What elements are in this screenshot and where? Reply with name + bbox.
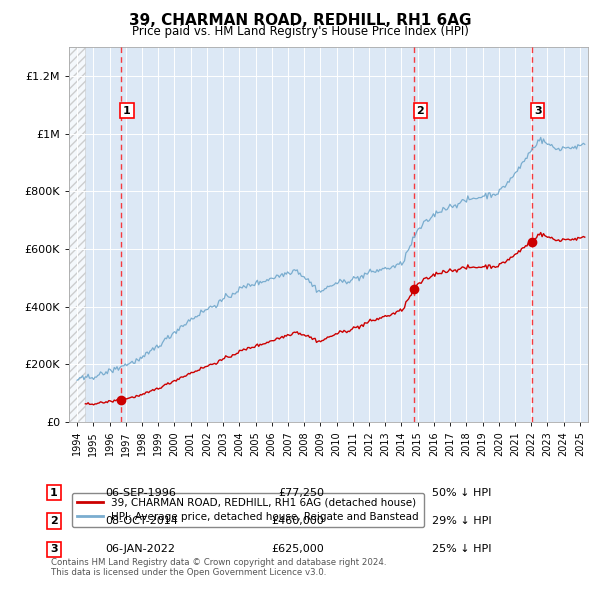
Text: 3: 3 xyxy=(50,545,58,554)
Text: Price paid vs. HM Land Registry's House Price Index (HPI): Price paid vs. HM Land Registry's House … xyxy=(131,25,469,38)
Text: £625,000: £625,000 xyxy=(271,545,324,554)
Text: £460,000: £460,000 xyxy=(271,516,324,526)
Legend: 39, CHARMAN ROAD, REDHILL, RH1 6AG (detached house), HPI: Average price, detache: 39, CHARMAN ROAD, REDHILL, RH1 6AG (deta… xyxy=(71,493,424,527)
Text: 25% ↓ HPI: 25% ↓ HPI xyxy=(432,545,491,554)
Text: £77,250: £77,250 xyxy=(278,488,324,497)
Text: 3: 3 xyxy=(534,106,542,116)
Text: 29% ↓ HPI: 29% ↓ HPI xyxy=(432,516,491,526)
Text: 06-JAN-2022: 06-JAN-2022 xyxy=(105,545,175,554)
Text: 1: 1 xyxy=(50,488,58,497)
Text: 2: 2 xyxy=(416,106,424,116)
Text: 39, CHARMAN ROAD, REDHILL, RH1 6AG: 39, CHARMAN ROAD, REDHILL, RH1 6AG xyxy=(129,13,471,28)
Text: 1: 1 xyxy=(123,106,131,116)
Polygon shape xyxy=(69,47,85,422)
Text: 06-SEP-1996: 06-SEP-1996 xyxy=(105,488,176,497)
Text: 50% ↓ HPI: 50% ↓ HPI xyxy=(432,488,491,497)
Text: 08-OCT-2014: 08-OCT-2014 xyxy=(105,516,178,526)
Text: Contains HM Land Registry data © Crown copyright and database right 2024.
This d: Contains HM Land Registry data © Crown c… xyxy=(51,558,386,577)
Text: 2: 2 xyxy=(50,516,58,526)
